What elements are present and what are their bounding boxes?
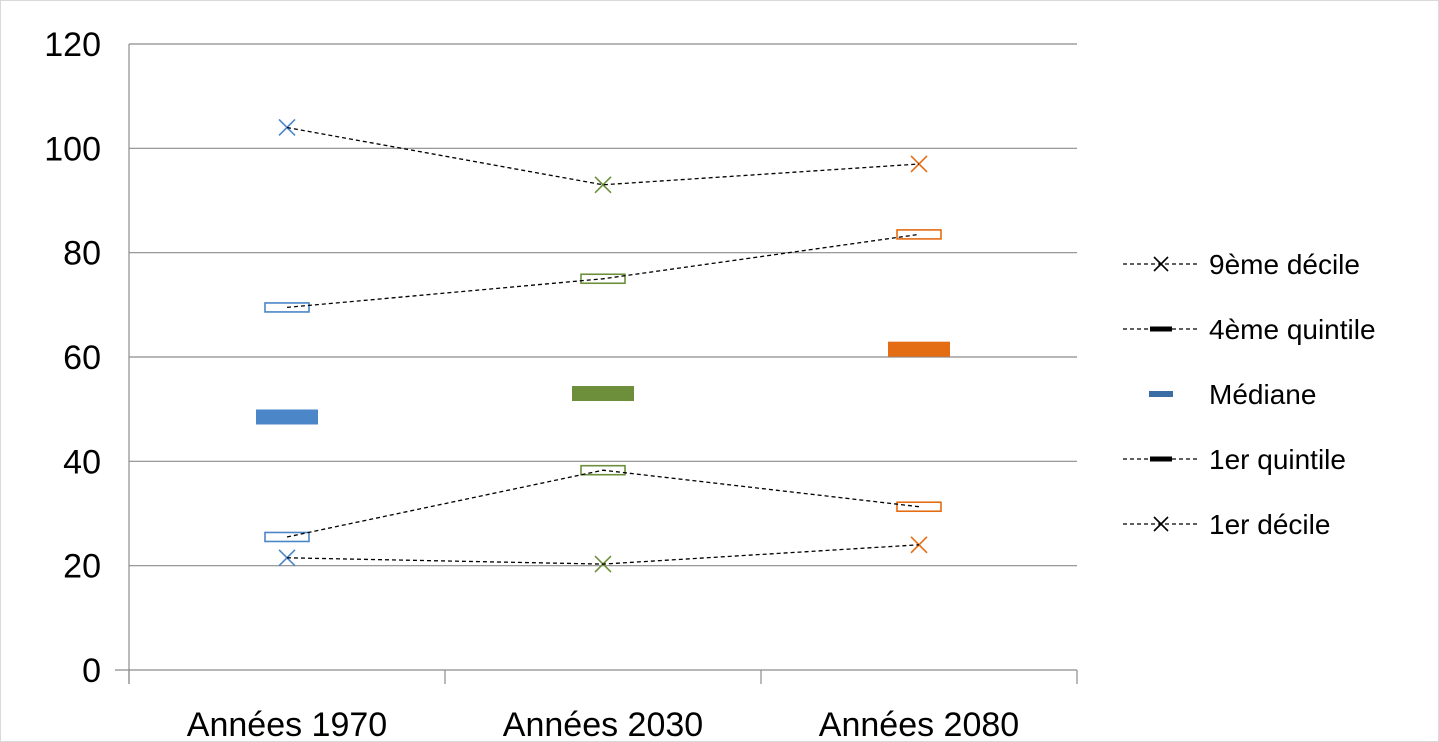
legend-item: 9ème décile bbox=[1123, 249, 1360, 280]
legend-rect-icon bbox=[1149, 391, 1173, 397]
x-tick-label: Années 2080 bbox=[819, 706, 1019, 741]
data-point bbox=[896, 229, 942, 240]
grid-lines bbox=[129, 43, 1077, 567]
legend-item: Médiane bbox=[1149, 379, 1316, 410]
legend-label: 9ème décile bbox=[1209, 249, 1360, 280]
x-tick-label: Années 2030 bbox=[503, 706, 703, 741]
series-line bbox=[286, 233, 920, 309]
legend-label: 1er quintile bbox=[1209, 444, 1346, 475]
legend-item: 1er quintile bbox=[1123, 444, 1346, 475]
series-1 bbox=[264, 229, 942, 313]
data-point bbox=[910, 155, 928, 173]
y-tick-label: 60 bbox=[63, 339, 101, 377]
data-point bbox=[594, 176, 612, 194]
series-3 bbox=[264, 464, 942, 543]
y-tick-label: 100 bbox=[44, 130, 101, 168]
legend-rect-icon bbox=[1150, 456, 1172, 462]
x-tick-label: Années 1970 bbox=[187, 706, 387, 741]
series-0 bbox=[278, 118, 928, 194]
y-tick-label: 0 bbox=[82, 652, 101, 690]
series-2 bbox=[256, 341, 950, 425]
y-tick-label: 80 bbox=[63, 235, 101, 273]
legend-label: Médiane bbox=[1209, 379, 1316, 410]
legend-x-icon bbox=[1153, 256, 1169, 272]
axes: 0 20 40 60 80 100 120 Années 1970 Années 2030 Ann… bbox=[44, 26, 1078, 741]
y-tick-label: 40 bbox=[63, 443, 101, 481]
legend-item: 4ème quintile bbox=[1123, 314, 1376, 345]
data-point bbox=[264, 302, 310, 313]
legend-rect-icon bbox=[1150, 326, 1172, 332]
y-tick-label: 120 bbox=[44, 26, 101, 64]
data-point bbox=[572, 386, 634, 402]
data-point bbox=[896, 501, 942, 513]
legend-x-icon bbox=[1153, 516, 1169, 532]
legend-label: 4ème quintile bbox=[1209, 314, 1376, 345]
series bbox=[256, 118, 950, 573]
legend-label: 1er décile bbox=[1209, 509, 1330, 540]
series-line bbox=[286, 544, 920, 565]
y-tick-label: 20 bbox=[63, 548, 101, 586]
data-point bbox=[888, 341, 950, 357]
series-line bbox=[286, 126, 920, 186]
data-point bbox=[256, 409, 318, 425]
legend: 9ème décile 4ème quintile Médiane 1er quint… bbox=[1123, 249, 1376, 540]
data-point bbox=[278, 118, 296, 137]
series-4 bbox=[278, 536, 928, 573]
series-line bbox=[286, 469, 920, 538]
legend-item: 1er décile bbox=[1123, 509, 1330, 540]
